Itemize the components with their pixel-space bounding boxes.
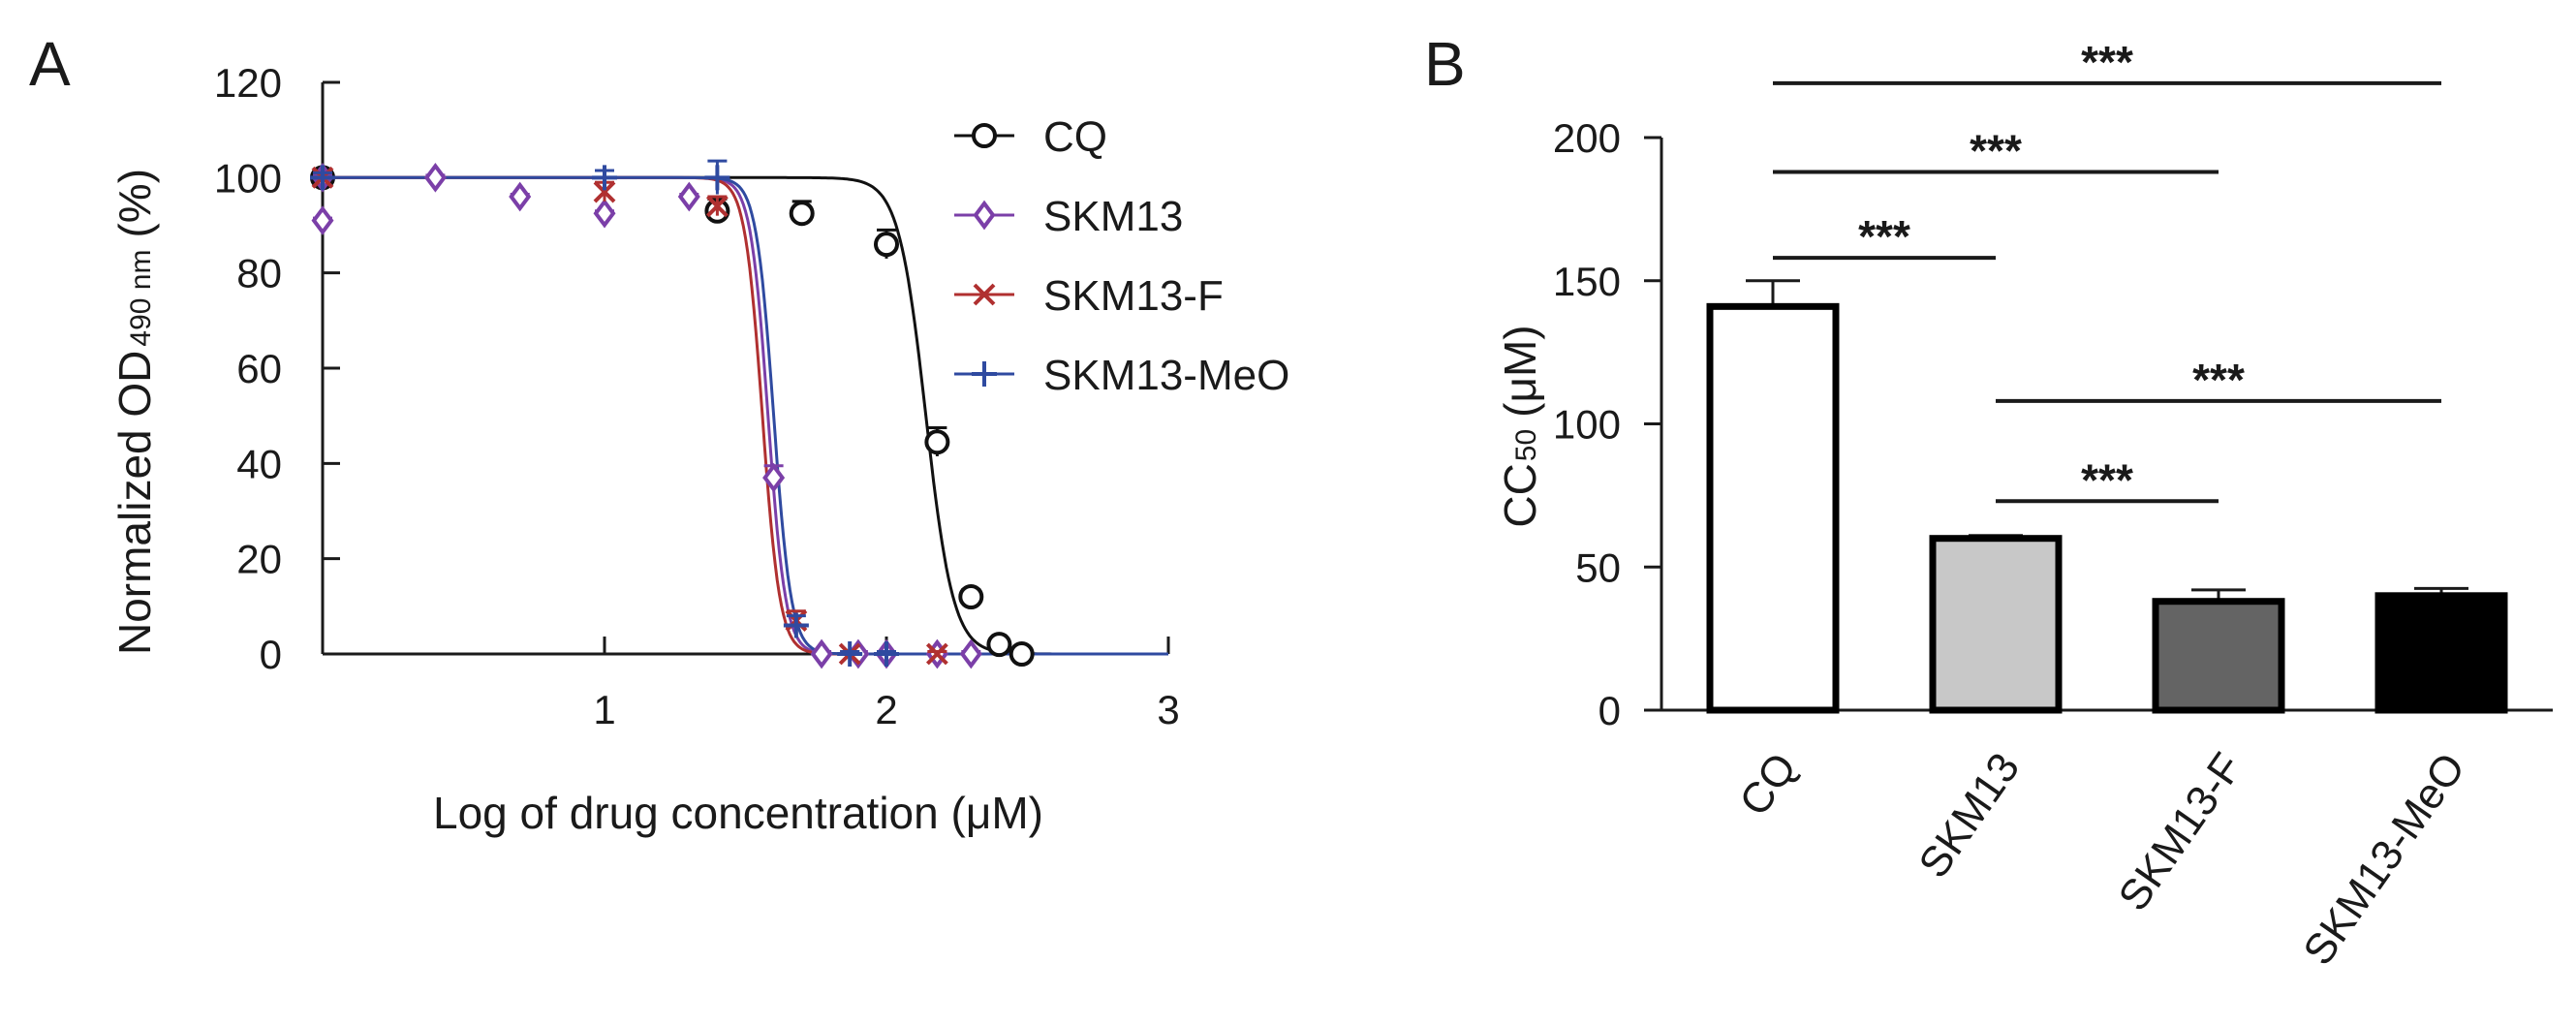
bar-skm13-f [2152,598,2285,714]
legend: CQ SKM13 SKM13-F SKM13-MeO [954,113,1289,399]
panel-a-y-tick-label: 40 [236,441,282,486]
panel-b-y-tick-label: 150 [1553,259,1621,304]
data-point-skm13 [677,181,700,212]
panel-a-y-tick-label: 60 [236,346,282,391]
series-cq [310,165,1035,667]
data-point-skm13-meo [592,165,617,191]
panel-a-y-tick-label: 80 [236,251,282,296]
category-label-skm13-f: SKM13-F [2109,745,2251,919]
panel-a-y-tick-label: 20 [236,537,282,582]
panel-a-y-title-unit: (%) [109,169,160,238]
data-point-skm13-f [925,642,948,666]
significance-bracket: *** [1996,454,2219,505]
panel-b-y-tick-label: 200 [1553,115,1621,161]
bar-cq [1706,302,1840,714]
panel-a-dose-response-chart: 0 20 40 60 80 100 120 1 2 3 CQ SKM13 SKM13-F SKM13-Me… [214,60,1289,732]
data-point-skm13 [762,462,786,493]
legend-item-skm13-f: SKM13-F [954,272,1224,320]
panel-a-x-tick-label: 3 [1157,687,1179,732]
fit-curve-cq [323,175,1168,656]
panel-a-y-tick-label: 100 [214,155,282,201]
panel-a-x-tick-label: 2 [875,687,897,732]
panel-a-y-tick-label: 120 [214,60,282,106]
fit-curve-skm13-meo [323,175,1168,656]
legend-label: SKM13-F [1043,272,1224,320]
data-point-skm13 [311,205,334,235]
legend-marker [973,283,996,306]
panel-b-y-axis-title: CC50 (μM) [1495,325,1545,527]
category-label-cq: CQ [1730,745,1806,824]
fit-curve-skm13-f [323,175,1168,656]
data-point-cq [789,201,815,227]
legend-item-skm13-meo: SKM13-MeO [954,352,1289,399]
data-point-skm13 [593,198,616,229]
panel-b-y-title-unit: (μM) [1495,325,1545,417]
significance-label: *** [2081,37,2133,87]
data-point-skm13-meo [310,165,335,191]
data-point-skm13-meo [837,641,863,667]
significance-bracket: *** [1773,125,2219,175]
legend-marker [973,200,996,231]
panel-a-y-axis-title: Normalized OD 490 nm (%) [109,169,160,655]
significance-label: *** [1970,125,2022,175]
data-point-cq [1009,641,1035,667]
significance-bracket: *** [1996,355,2441,405]
data-point-skm13 [810,638,833,669]
panel-b-y-title-sub: 50 [1510,429,1542,461]
data-point-cq [986,632,1012,658]
panel-a-x-axis-title: Log of drug concentration (μM) [433,788,1043,838]
significance-bracket: *** [1773,37,2441,87]
legend-marker [972,123,997,148]
data-point-skm13-f [593,180,616,203]
data-point-cq [958,584,984,609]
category-label-skm13: SKM13 [1909,745,2029,886]
data-point-skm13 [509,181,532,212]
panel-b-bar-chart: 0 50 100 150 200 CQ SKM13 SKM13-F SKM13-MeO *** **… [1553,37,2553,974]
legend-label: SKM13-MeO [1043,352,1289,399]
data-point-cq [874,232,899,258]
panel-a-label: A [29,29,71,99]
legend-item-cq: CQ [954,113,1107,161]
legend-label: CQ [1043,113,1107,161]
significance-bracket: *** [1773,211,1996,262]
panel-a-x-tick-label: 1 [593,687,615,732]
series-skm13-meo [310,159,899,667]
data-point-cq [924,429,950,455]
panel-a-y-title-main: Normalized OD [109,351,160,655]
panel-b-label: B [1424,29,1466,99]
panel-b-y-tick-label: 0 [1598,688,1621,733]
panel-b-y-title-main: CC [1495,463,1545,527]
panel-a-y-tick-label: 0 [260,632,282,677]
legend-item-skm13: SKM13 [954,193,1183,240]
data-point-skm13 [959,638,982,669]
data-point-skm13-meo [783,612,809,638]
bar-skm13-meo [2374,592,2508,714]
data-point-skm13-meo [704,165,730,191]
significance-label: *** [2081,454,2133,505]
data-point-skm13 [423,162,447,193]
significance-label: *** [2192,355,2245,405]
panel-b-y-tick-label: 50 [1575,544,1621,590]
legend-marker [972,361,997,387]
bar-skm13 [1929,535,2063,714]
series-skm13-f [311,166,948,666]
panel-a-y-title-sub: 490 nm [125,250,157,347]
fit-curve-skm13 [323,175,1168,656]
panel-b-y-tick-label: 100 [1553,402,1621,448]
data-point-skm13-f [705,195,729,218]
category-label-skm13-meo: SKM13-MeO [2294,745,2474,974]
data-point-skm13-meo [874,641,899,667]
legend-label: SKM13 [1043,193,1183,240]
significance-label: *** [1858,211,1910,262]
